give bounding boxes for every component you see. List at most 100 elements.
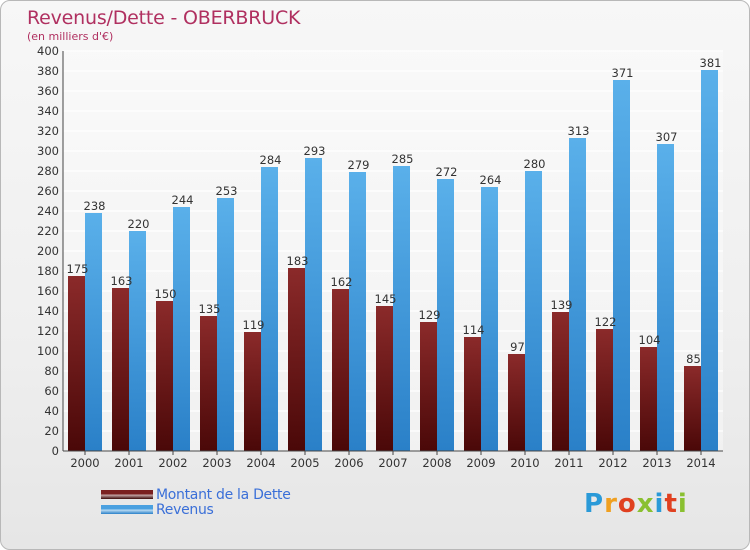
legend-swatch-debt (101, 490, 153, 499)
data-label-revenue-2004: 284 (260, 153, 282, 167)
data-label-revenue-2008: 272 (436, 165, 458, 179)
y-tick-label: 120 (37, 324, 59, 338)
bar-revenue-2014 (701, 70, 718, 451)
bar-revenue-2004 (261, 167, 278, 451)
logo-letter: x (636, 489, 655, 519)
y-tick-label: 100 (37, 344, 59, 358)
logo-letter: P (584, 489, 605, 519)
data-label-revenue-2009: 264 (480, 173, 502, 187)
proxiti-logo: Proxiti (584, 489, 688, 519)
x-tick-label: 2003 (202, 456, 231, 470)
data-label-revenue-2001: 220 (128, 217, 150, 231)
y-tick-label: 60 (44, 384, 59, 398)
logo-letter: i (654, 489, 665, 519)
bar-debt-2008 (420, 322, 437, 451)
data-label-revenue-2013: 307 (656, 130, 678, 144)
logo-letter: i (677, 489, 688, 519)
y-tick-label: 280 (37, 164, 59, 178)
x-tick-label: 2014 (686, 456, 715, 470)
data-label-debt-2014: 85 (686, 352, 701, 366)
y-tick-label: 260 (37, 184, 59, 198)
y-tick-label: 300 (37, 144, 59, 158)
data-label-revenue-2010: 280 (524, 157, 546, 171)
y-tick-label: 380 (37, 64, 59, 78)
bar-revenue-2011 (569, 138, 586, 451)
y-tick-label: 320 (37, 124, 59, 138)
bar-revenue-2008 (437, 179, 454, 451)
bar-revenue-2009 (481, 187, 498, 451)
legend-label-revenue: Revenus (156, 502, 214, 518)
chart-subtitle: (en milliers d'€) (27, 30, 114, 43)
bar-debt-2003 (200, 316, 217, 451)
bar-revenue-2007 (393, 166, 410, 451)
x-tick-label: 2007 (378, 456, 407, 470)
y-tick-label: 140 (37, 304, 59, 318)
bar-revenue-2005 (305, 158, 322, 451)
logo-letter: t (664, 489, 678, 519)
bar-debt-2007 (376, 306, 393, 451)
x-tick-label: 2001 (114, 456, 143, 470)
data-label-revenue-2003: 253 (216, 184, 238, 198)
legend-label-debt: Montant de la Dette (156, 487, 291, 503)
bar-revenue-2010 (525, 171, 542, 451)
y-tick-label: 220 (37, 224, 59, 238)
data-label-revenue-2014: 381 (700, 56, 722, 70)
data-label-debt-2002: 150 (155, 287, 177, 301)
x-tick-label: 2000 (70, 456, 99, 470)
bar-debt-2014 (684, 366, 701, 451)
data-label-debt-2012: 122 (595, 315, 617, 329)
y-tick-label: 200 (37, 244, 59, 258)
bar-debt-2009 (464, 337, 481, 451)
bar-revenue-2000 (85, 213, 102, 451)
y-tick-label: 240 (37, 204, 59, 218)
data-label-debt-2006: 162 (331, 275, 353, 289)
y-tick-label: 80 (44, 364, 59, 378)
data-label-debt-2013: 104 (639, 333, 661, 347)
chart-title: Revenus/Dette - OBERBRUCK (27, 7, 301, 29)
data-label-debt-2007: 145 (375, 292, 397, 306)
y-tick-label: 180 (37, 264, 59, 278)
data-label-revenue-2006: 279 (348, 158, 370, 172)
data-label-debt-2008: 129 (419, 308, 441, 322)
x-tick-label: 2002 (158, 456, 187, 470)
data-label-debt-2004: 119 (243, 318, 265, 332)
x-tick-label: 2013 (642, 456, 671, 470)
bar-revenue-2012 (613, 80, 630, 451)
data-label-revenue-2002: 244 (172, 193, 194, 207)
x-tick-label: 2009 (466, 456, 495, 470)
bar-revenue-2001 (129, 231, 146, 451)
x-tick-label: 2011 (554, 456, 583, 470)
bar-debt-2012 (596, 329, 613, 451)
data-label-debt-2005: 183 (287, 254, 309, 268)
y-tick-label: 20 (44, 424, 59, 438)
bar-debt-2011 (552, 312, 569, 451)
bar-debt-2000 (68, 276, 85, 451)
data-label-debt-2000: 175 (67, 262, 89, 276)
y-tick-label: 400 (37, 44, 59, 58)
bar-debt-2006 (332, 289, 349, 451)
bar-revenue-2013 (657, 144, 674, 451)
y-tick-label: 340 (37, 104, 59, 118)
data-label-revenue-2012: 371 (612, 66, 634, 80)
x-tick-label: 2008 (422, 456, 451, 470)
y-tick-label: 40 (44, 404, 59, 418)
y-tick-label: 0 (52, 444, 59, 458)
data-label-revenue-2011: 313 (568, 124, 590, 138)
x-tick-label: 2010 (510, 456, 539, 470)
bar-revenue-2002 (173, 207, 190, 451)
bar-revenue-2006 (349, 172, 366, 451)
data-label-debt-2009: 114 (463, 323, 485, 337)
data-label-debt-2001: 163 (111, 274, 133, 288)
y-tick-label: 360 (37, 84, 59, 98)
bar-debt-2010 (508, 354, 525, 451)
x-tick-label: 2004 (246, 456, 275, 470)
bar-debt-2005 (288, 268, 305, 451)
data-label-revenue-2005: 293 (304, 144, 326, 158)
bar-debt-2013 (640, 347, 657, 451)
bar-debt-2001 (112, 288, 129, 451)
logo-letter: o (617, 489, 637, 519)
data-label-revenue-2000: 238 (84, 199, 106, 213)
bar-revenue-2003 (217, 198, 234, 451)
